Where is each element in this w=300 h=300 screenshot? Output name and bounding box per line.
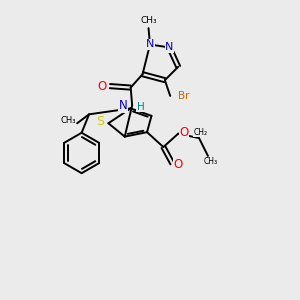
Text: O: O [98, 80, 107, 93]
Text: N: N [165, 43, 173, 52]
Text: S: S [96, 115, 104, 128]
Text: Br: Br [178, 91, 189, 101]
Text: N: N [119, 99, 128, 112]
Text: CH₃: CH₃ [204, 158, 218, 166]
Text: H: H [136, 102, 144, 112]
Text: CH₃: CH₃ [61, 116, 76, 125]
Text: N: N [146, 40, 154, 50]
Text: O: O [174, 158, 183, 171]
Text: O: O [180, 126, 189, 139]
Text: CH₂: CH₂ [194, 128, 208, 137]
Text: CH₃: CH₃ [140, 16, 157, 25]
